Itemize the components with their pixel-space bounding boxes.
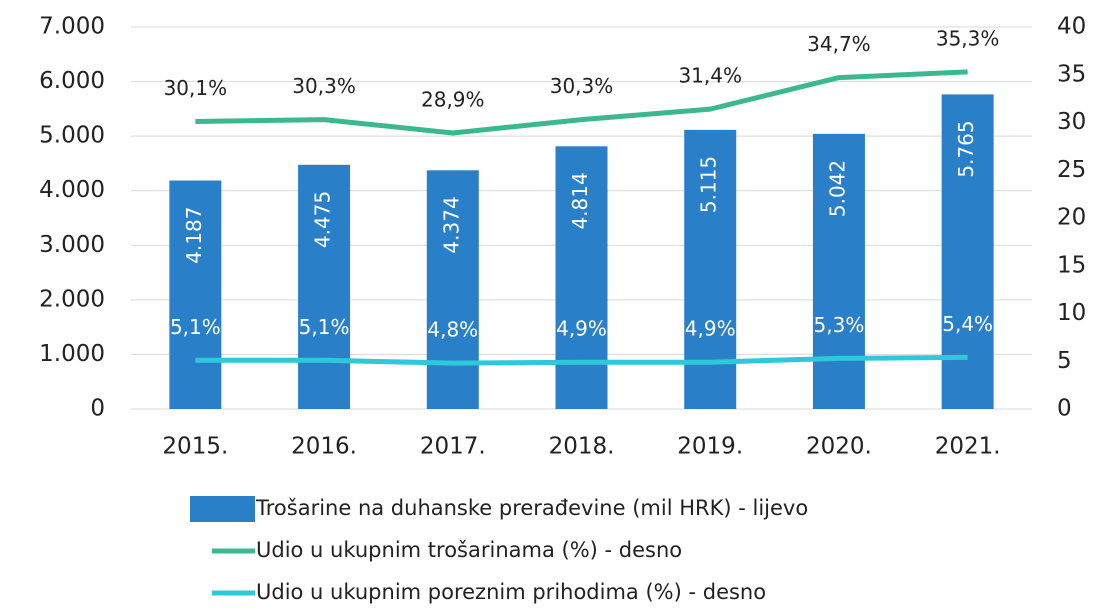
x-tick-label: 2016. xyxy=(291,434,357,460)
line-value-label: 28,9% xyxy=(421,88,485,112)
y2-tick-label: 15 xyxy=(1057,252,1086,278)
bar-value-label: 5.115 xyxy=(697,156,721,213)
y-tick-label: 7.000 xyxy=(39,14,105,40)
x-tick-label: 2018. xyxy=(549,434,615,460)
legend-label: Udio u ukupnim trošarinama (%) - desno xyxy=(256,538,682,562)
y2-tick-label: 30 xyxy=(1057,109,1086,135)
line-value-label: 5,1% xyxy=(299,315,350,339)
line-value-label: 35,3% xyxy=(936,26,1000,50)
line-value-label: 34,7% xyxy=(807,32,871,56)
y2-tick-label: 0 xyxy=(1057,396,1072,422)
x-tick-label: 2017. xyxy=(420,434,486,460)
bar xyxy=(812,133,865,409)
line-value-label: 4,9% xyxy=(685,317,736,341)
legend-label: Trošarine na duhanske prerađevine (mil H… xyxy=(255,496,808,520)
y-tick-label: 0 xyxy=(90,396,105,422)
legend-label: Udio u ukupnim poreznim prihodima (%) - … xyxy=(256,580,766,604)
y2-tick-label: 5 xyxy=(1057,348,1072,374)
line-value-label: 30,3% xyxy=(292,74,356,98)
line-value-label: 5,1% xyxy=(170,315,221,339)
bar-value-label: 4.187 xyxy=(182,207,206,264)
x-tick-label: 2020. xyxy=(806,434,872,460)
bar-value-label: 4.814 xyxy=(568,172,592,229)
bar xyxy=(555,146,608,409)
y2-tick-label: 35 xyxy=(1057,61,1086,87)
line-value-label: 4,9% xyxy=(556,317,607,341)
line-value-label: 4,8% xyxy=(427,318,478,342)
y2-tick-label: 25 xyxy=(1057,157,1086,183)
line-value-label: 30,3% xyxy=(550,74,614,98)
bar-value-label: 5.042 xyxy=(825,160,849,217)
bar xyxy=(169,180,222,409)
legend-swatch xyxy=(190,496,255,522)
x-tick-label: 2021. xyxy=(935,434,1001,460)
y2-tick-label: 10 xyxy=(1057,300,1086,326)
bar-value-label: 5.765 xyxy=(954,120,978,177)
x-tick-label: 2015. xyxy=(162,434,228,460)
y-tick-label: 2.000 xyxy=(39,286,105,312)
bar-value-label: 4.374 xyxy=(439,196,463,253)
bar xyxy=(298,164,351,409)
y2-tick-label: 20 xyxy=(1057,205,1086,231)
line-value-label: 30,1% xyxy=(164,76,228,100)
y-tick-label: 5.000 xyxy=(39,123,105,149)
bar xyxy=(426,170,479,409)
line xyxy=(195,69,968,136)
y-tick-label: 4.000 xyxy=(39,177,105,203)
y-tick-label: 3.000 xyxy=(39,232,105,258)
y2-tick-label: 40 xyxy=(1057,14,1086,40)
line xyxy=(195,354,968,366)
line-value-label: 5,3% xyxy=(814,313,865,337)
x-tick-label: 2019. xyxy=(677,434,743,460)
line-value-label: 5,4% xyxy=(942,312,993,336)
bar-value-label: 4.475 xyxy=(311,191,335,248)
line-value-label: 31,4% xyxy=(678,64,742,88)
y-tick-label: 6.000 xyxy=(39,68,105,94)
y-tick-label: 1.000 xyxy=(39,341,105,367)
